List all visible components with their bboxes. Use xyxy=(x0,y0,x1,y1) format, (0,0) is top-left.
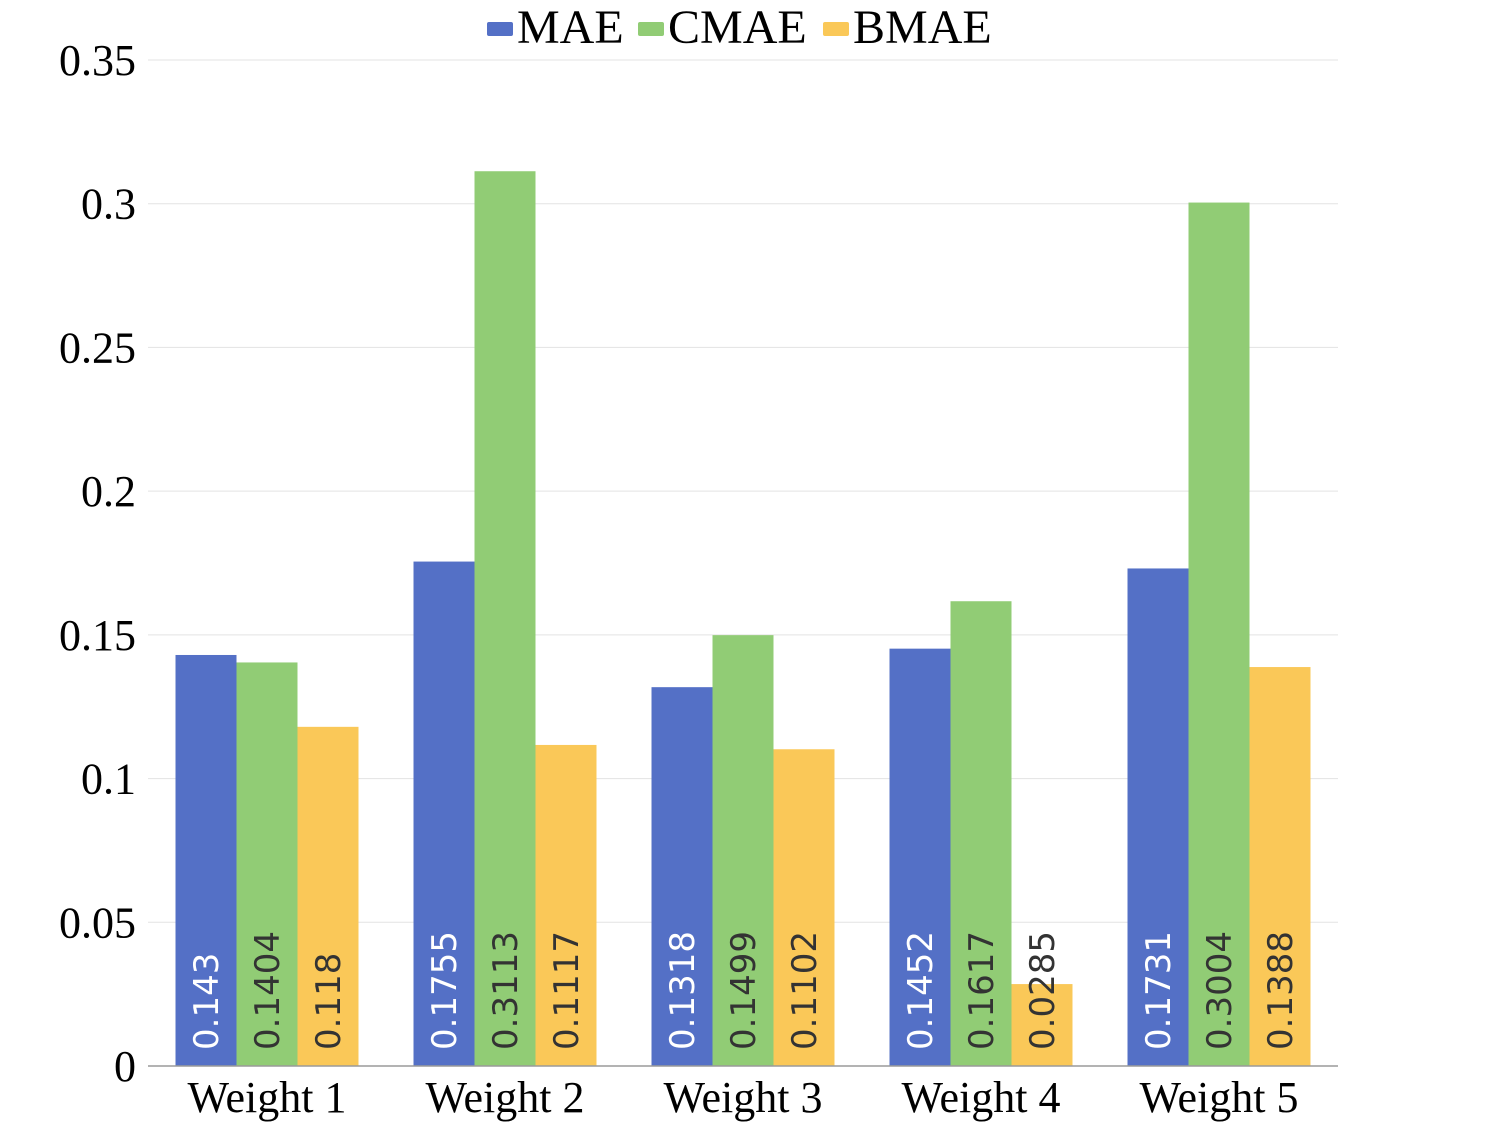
y-tick-label: 0 xyxy=(114,1042,136,1091)
legend: MAE CMAE BMAE xyxy=(487,1,992,54)
data-label-mae-5: 0.1731 xyxy=(1139,931,1179,1050)
bar-cmae-1 xyxy=(236,662,298,1066)
y-tick-label: 0.35 xyxy=(59,36,136,85)
data-label-bmae-4: 0.0285 xyxy=(1023,931,1063,1050)
x-category-label: Weight 3 xyxy=(664,1073,823,1122)
bar-bmae-3 xyxy=(773,749,835,1066)
data-label-cmae-4: 0.1617 xyxy=(962,931,1002,1050)
bar-cmae-5 xyxy=(1188,202,1250,1066)
y-axis-ticks: 0 0.05 0.1 0.15 0.2 0.25 0.3 0.35 xyxy=(59,36,136,1091)
legend-swatch-bmae xyxy=(823,22,849,36)
data-label-bmae-3: 0.1102 xyxy=(785,931,825,1050)
x-category-label: Weight 2 xyxy=(426,1073,585,1122)
y-tick-label: 0.2 xyxy=(81,467,136,516)
bar-bmae-1 xyxy=(297,726,359,1066)
bar-mae-5 xyxy=(1127,568,1189,1066)
y-tick-label: 0.1 xyxy=(81,755,136,804)
data-label-cmae-5: 0.3004 xyxy=(1200,931,1240,1050)
bar-mae-1 xyxy=(175,654,237,1066)
data-label-bmae-5: 0.1388 xyxy=(1261,931,1301,1050)
data-label-mae-2: 0.1755 xyxy=(425,931,465,1050)
y-tick-label: 0.15 xyxy=(59,611,136,660)
bar-mae-2 xyxy=(413,561,475,1066)
data-label-mae-1: 0.143 xyxy=(187,953,227,1050)
x-category-label: Weight 4 xyxy=(902,1073,1061,1122)
data-labels: 0.143 0.1404 0.118 0.1755 0.3113 0.1117 0.1318… xyxy=(187,931,1301,1050)
bar-cmae-3 xyxy=(712,635,774,1066)
legend-label-cmae: CMAE xyxy=(668,1,807,54)
bar-mae-4 xyxy=(889,648,951,1066)
bar-bmae-2 xyxy=(535,744,597,1066)
data-label-bmae-1: 0.118 xyxy=(309,953,349,1050)
y-tick-label: 0.25 xyxy=(59,323,136,372)
data-label-cmae-1: 0.1404 xyxy=(248,931,288,1050)
data-label-cmae-2: 0.3113 xyxy=(486,931,526,1050)
legend-label-bmae: BMAE xyxy=(853,1,992,54)
y-tick-label: 0.05 xyxy=(59,898,136,947)
data-label-mae-3: 0.1318 xyxy=(663,931,703,1050)
data-label-bmae-2: 0.1117 xyxy=(547,931,587,1050)
legend-swatch-cmae xyxy=(638,22,664,36)
data-label-cmae-3: 0.1499 xyxy=(724,931,764,1050)
bar-mae-3 xyxy=(651,687,713,1066)
bar-bmae-4 xyxy=(1011,984,1073,1066)
x-category-label: Weight 5 xyxy=(1140,1073,1299,1122)
bar-cmae-4 xyxy=(950,601,1012,1066)
x-category-label: Weight 1 xyxy=(188,1073,347,1122)
x-axis-categories: Weight 1 Weight 2 Weight 3 Weight 4 Weight 5 xyxy=(188,1073,1299,1122)
data-label-mae-4: 0.1452 xyxy=(901,931,941,1050)
legend-label-mae: MAE xyxy=(517,1,624,54)
legend-swatch-mae xyxy=(487,22,513,36)
y-tick-label: 0.3 xyxy=(81,180,136,229)
bar-cmae-2 xyxy=(474,171,536,1066)
bars xyxy=(175,171,1311,1066)
bar-bmae-5 xyxy=(1249,667,1311,1066)
